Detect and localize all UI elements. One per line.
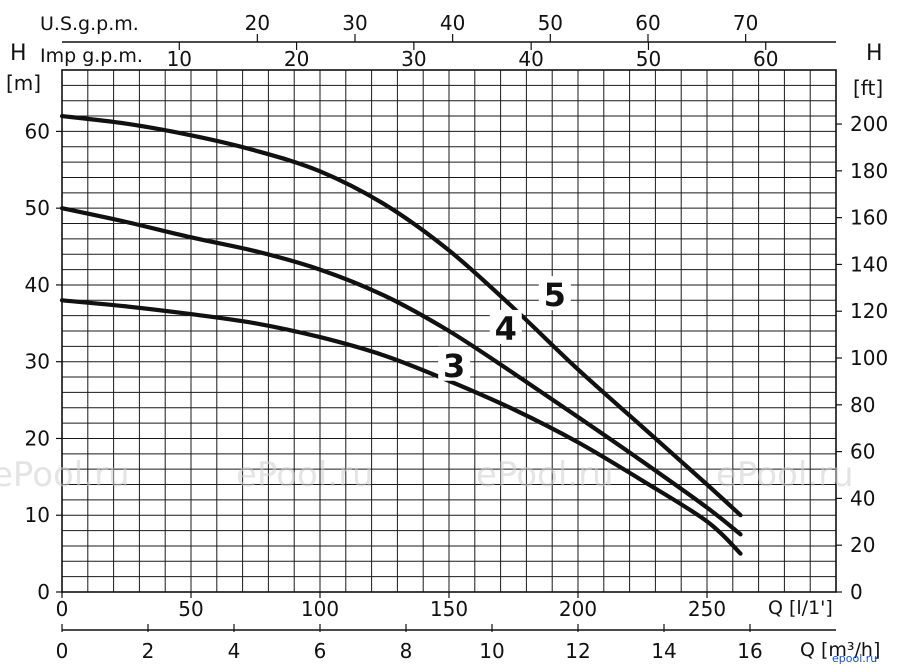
us-gpm-axis-title: U.S.g.p.m.: [40, 13, 139, 35]
us-gpm-tick-label: 30: [342, 11, 367, 35]
y-right-tick-label: 60: [850, 440, 875, 464]
corner-watermark: epool.ru: [832, 652, 877, 665]
imp-gpm-tick-label: 40: [518, 47, 543, 71]
y-right-tick-label: 140: [850, 252, 888, 276]
y-right-tick-label: 0: [850, 580, 863, 604]
imp-gpm-tick-label: 30: [401, 47, 426, 71]
y-left-tick-label: 20: [25, 426, 50, 450]
x-alt-tick-label: 2: [142, 639, 155, 663]
us-gpm-tick-label: 50: [538, 11, 563, 35]
y-left-tick-label: 60: [25, 119, 50, 143]
y-right-tick-label: 180: [850, 159, 888, 183]
curve-label-3: 3: [443, 347, 465, 385]
y-right-tick-label: 80: [850, 393, 875, 417]
watermark-text: ePool.ru: [0, 455, 130, 495]
y-left-tick-label: 0: [37, 580, 50, 604]
x-tick-label: 50: [178, 597, 203, 621]
y-left-tick-label: 10: [25, 503, 50, 527]
y-right-tick-label: 160: [850, 206, 888, 230]
y-left-tick-label: 40: [25, 273, 50, 297]
x-alt-tick-label: 0: [56, 639, 69, 663]
x-tick-label: 150: [430, 597, 468, 621]
imp-gpm-axis-title: Imp g.p.m.: [40, 45, 143, 67]
curve-label-5: 5: [544, 276, 566, 314]
y-right-title: H: [866, 41, 883, 66]
us-gpm-tick-label: 40: [440, 11, 465, 35]
imp-gpm-tick-label: 60: [753, 47, 778, 71]
curve-label-bg: [438, 346, 471, 381]
us-gpm-tick-label: 60: [635, 11, 660, 35]
watermark-text: ePool.ru: [476, 455, 614, 495]
y-right-tick-label: 120: [850, 299, 888, 323]
watermark-text: ePool.ru: [716, 455, 854, 495]
x-tick-label: 250: [688, 597, 726, 621]
imp-gpm-tick-label: 50: [636, 47, 661, 71]
x-alt-tick-label: 16: [737, 639, 762, 663]
x-alt-tick-label: 14: [651, 639, 676, 663]
curve-4: [59, 206, 743, 537]
x-tick-label: 0: [56, 597, 69, 621]
series-layer: 543: [59, 114, 743, 556]
watermark-layer: ePool.ru ePool.ru ePool.ru ePool.ru: [0, 455, 854, 495]
us-gpm-tick-label: 20: [245, 11, 270, 35]
x-alt-tick-label: 8: [400, 639, 413, 663]
y-right-tick-label: 200: [850, 112, 888, 136]
y-right-unit: [ft]: [853, 76, 883, 100]
y-right-tick-label: 40: [850, 486, 875, 510]
curve-3: [59, 298, 743, 556]
x-tick-label: 200: [559, 597, 597, 621]
y-right-tick-label: 100: [850, 346, 888, 370]
curve-label-bg: [538, 276, 571, 311]
curve-label-4: 4: [495, 310, 517, 348]
y-left-tick-label: 50: [25, 196, 50, 220]
y-left-tick-label: 30: [25, 350, 50, 374]
x-axis-title: Q [l/1']: [768, 597, 833, 619]
imp-gpm-tick-label: 20: [284, 47, 309, 71]
x-alt-tick-label: 6: [314, 639, 327, 663]
curve-label-bg: [489, 309, 522, 344]
us-gpm-tick-label: 70: [733, 11, 758, 35]
y-left-unit: [m]: [6, 71, 41, 95]
y-right-tick-label: 20: [850, 533, 875, 557]
x-tick-label: 100: [301, 597, 339, 621]
y-left-title: H: [10, 41, 27, 66]
x-alt-tick-label: 4: [228, 639, 241, 663]
x-alt-tick-label: 12: [565, 639, 590, 663]
x-alt-axis-title: Q [m³/h]: [800, 639, 880, 661]
x-alt-tick-label: 10: [479, 639, 504, 663]
watermark-text: ePool.ru: [236, 455, 374, 495]
curve-5: [59, 114, 743, 518]
imp-gpm-tick-label: 10: [167, 47, 192, 71]
